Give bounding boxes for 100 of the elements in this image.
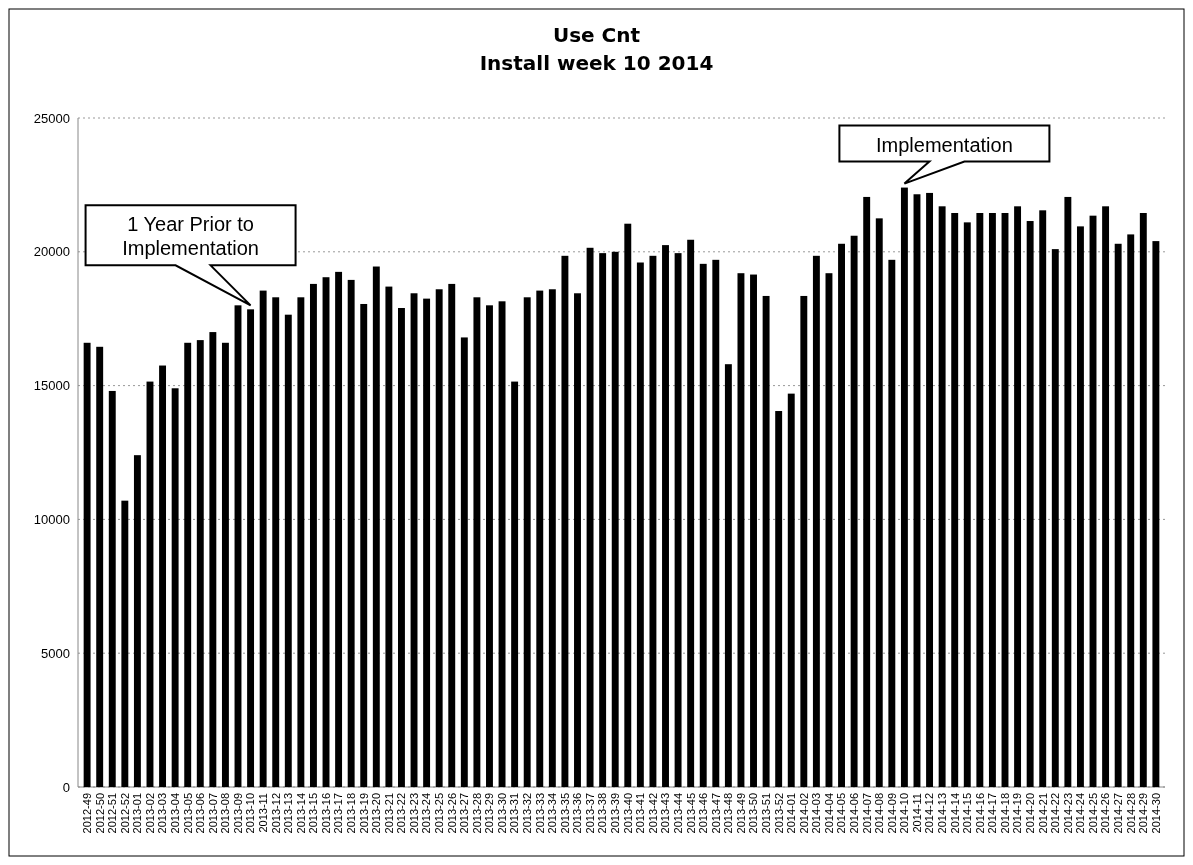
- x-tick-label: 2013-05: [181, 793, 194, 834]
- bar: [108, 390, 116, 787]
- bar: [196, 340, 204, 787]
- x-tick-label: 2013-19: [357, 793, 370, 834]
- bar: [1127, 234, 1135, 787]
- x-tick-label: 2013-03: [156, 793, 169, 834]
- x-tick-label: 2012-51: [106, 793, 119, 834]
- bar: [1139, 213, 1147, 787]
- bar: [297, 297, 305, 787]
- x-tick-label: 2013-12: [269, 793, 282, 834]
- bar: [372, 266, 380, 787]
- bar: [1051, 249, 1059, 787]
- bar: [96, 346, 104, 787]
- chart-title: Use Cnt: [552, 23, 641, 47]
- x-tick-label: 2014-19: [1011, 793, 1024, 834]
- y-tick-label: 0: [62, 779, 70, 795]
- x-tick-label: 2013-35: [558, 793, 571, 834]
- x-tick-label: 2013-01: [131, 793, 144, 834]
- bar: [423, 298, 431, 787]
- bar: [812, 255, 820, 787]
- bar: [309, 283, 317, 787]
- bar: [536, 290, 544, 787]
- x-tick-label: 2013-30: [495, 793, 508, 834]
- x-tick-label: 2013-09: [231, 793, 244, 834]
- bar: [586, 247, 594, 787]
- bar: [951, 213, 959, 787]
- bar: [385, 286, 393, 787]
- bar: [347, 279, 355, 787]
- x-tick-label: 2014-15: [961, 793, 974, 834]
- bar: [184, 342, 192, 787]
- x-tick-label: 2013-39: [609, 793, 622, 834]
- bar: [473, 297, 481, 787]
- bar: [272, 297, 280, 787]
- x-tick-label: 2013-38: [596, 793, 609, 834]
- x-tick-label: 2013-04: [168, 793, 181, 834]
- x-tick-label: 2013-18: [345, 793, 358, 834]
- x-tick-label: 2013-20: [370, 793, 383, 834]
- bar: [850, 235, 858, 787]
- x-tick-label: 2013-42: [646, 793, 659, 834]
- y-tick-label: 20000: [33, 244, 70, 260]
- bar: [1014, 206, 1022, 787]
- x-tick-label: 2014-08: [873, 793, 886, 834]
- x-tick-label: 2014-21: [1036, 793, 1049, 834]
- x-tick-label: 2013-24: [420, 793, 433, 834]
- bar: [888, 259, 896, 787]
- y-tick-label: 15000: [33, 378, 70, 394]
- x-tick-label: 2013-06: [194, 793, 207, 834]
- x-tick-label: 2013-11: [257, 793, 269, 833]
- x-tick-label: 2014-25: [1086, 793, 1099, 834]
- bar: [611, 251, 619, 787]
- bar: [133, 455, 141, 787]
- bar: [1152, 241, 1160, 787]
- x-tick-label: 2014-13: [935, 793, 948, 834]
- x-tick-label: 2013-52: [772, 793, 785, 834]
- x-tick-label: 2013-50: [747, 793, 760, 834]
- bar: [259, 290, 267, 787]
- bar: [360, 303, 368, 787]
- x-tick-label: 2013-51: [759, 793, 772, 834]
- x-tick-label: 2013-26: [445, 793, 458, 834]
- x-tick-label: 2013-41: [634, 793, 647, 834]
- bar: [750, 274, 757, 787]
- x-tick-label: 2014-01: [785, 793, 798, 834]
- x-tick-label: 2013-36: [571, 793, 584, 834]
- bar: [988, 213, 996, 787]
- bar: [775, 411, 783, 787]
- x-tick-label: 2014-28: [1124, 793, 1137, 834]
- x-tick-label: 2013-32: [521, 793, 534, 834]
- bar: [938, 206, 946, 787]
- x-tick-label: 2013-47: [709, 793, 722, 834]
- x-tick-label: 2013-13: [282, 793, 295, 834]
- x-tick-label: 2013-46: [697, 793, 710, 834]
- bar: [863, 196, 871, 787]
- bar: [699, 263, 707, 787]
- x-tick-label: 2012-50: [93, 793, 106, 834]
- x-tick-label: 2013-43: [659, 793, 672, 834]
- bar: [121, 500, 129, 787]
- x-tick-label: 2013-34: [546, 793, 559, 834]
- bar: [900, 187, 908, 787]
- bar: [247, 309, 255, 787]
- x-tick-label: 2014-23: [1061, 793, 1074, 834]
- bar: [712, 259, 720, 787]
- x-tick-label: 2014-24: [1074, 793, 1087, 834]
- bar: [209, 332, 217, 787]
- x-tick-label: 2013-07: [206, 793, 219, 834]
- x-tick-label: 2014-10: [898, 793, 911, 834]
- x-tick-label: 2013-08: [219, 793, 232, 834]
- bar: [875, 218, 883, 787]
- annotation: Implementation: [876, 133, 1013, 156]
- bar: [649, 255, 657, 787]
- x-tick-label: 2013-25: [433, 793, 446, 834]
- x-tick-label: 2014-26: [1099, 793, 1112, 834]
- bar: [511, 381, 519, 787]
- bar: [335, 271, 343, 787]
- annotation: 1 Year Prior to Implementation: [122, 213, 259, 260]
- bar: [687, 239, 695, 787]
- bar: [1026, 221, 1034, 787]
- x-tick-label: 2013-37: [583, 793, 596, 834]
- bar: [221, 342, 229, 787]
- x-tick-label: 2013-28: [470, 793, 483, 834]
- x-tick-label: 2013-40: [621, 793, 634, 834]
